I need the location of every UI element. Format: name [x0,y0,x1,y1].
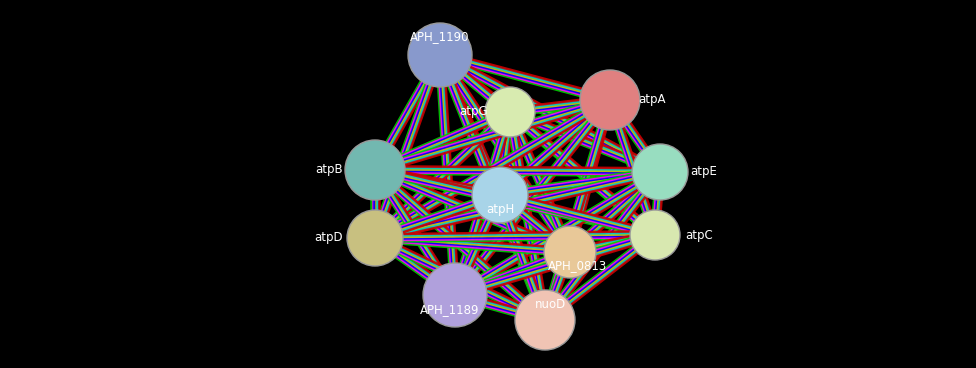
Text: atpA: atpA [638,93,666,106]
Text: atpH: atpH [486,202,514,216]
Circle shape [347,210,403,266]
Text: atpE: atpE [690,166,717,178]
Text: atpG: atpG [460,106,488,118]
Circle shape [544,226,596,278]
Circle shape [423,263,487,327]
Text: APH_1190: APH_1190 [410,31,469,43]
Circle shape [515,290,575,350]
Text: APH_0813: APH_0813 [549,259,608,272]
Circle shape [632,144,688,200]
Circle shape [580,70,640,130]
Text: atpD: atpD [314,231,343,244]
Text: APH_1189: APH_1189 [421,304,480,316]
Text: atpC: atpC [685,229,712,241]
Circle shape [630,210,680,260]
Text: atpB: atpB [315,163,343,177]
Circle shape [472,167,528,223]
Circle shape [408,23,472,87]
Circle shape [485,87,535,137]
Circle shape [345,140,405,200]
Text: nuoD: nuoD [535,297,566,311]
